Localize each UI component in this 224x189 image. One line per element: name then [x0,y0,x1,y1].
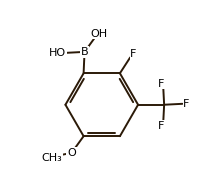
Text: HO: HO [49,48,67,58]
Text: OH: OH [90,29,108,39]
Text: CH₃: CH₃ [41,153,62,163]
Text: F: F [158,121,165,131]
Text: F: F [158,78,165,88]
Text: F: F [183,99,190,109]
Text: O: O [67,148,76,158]
Text: B: B [81,47,88,57]
Text: F: F [130,50,137,60]
